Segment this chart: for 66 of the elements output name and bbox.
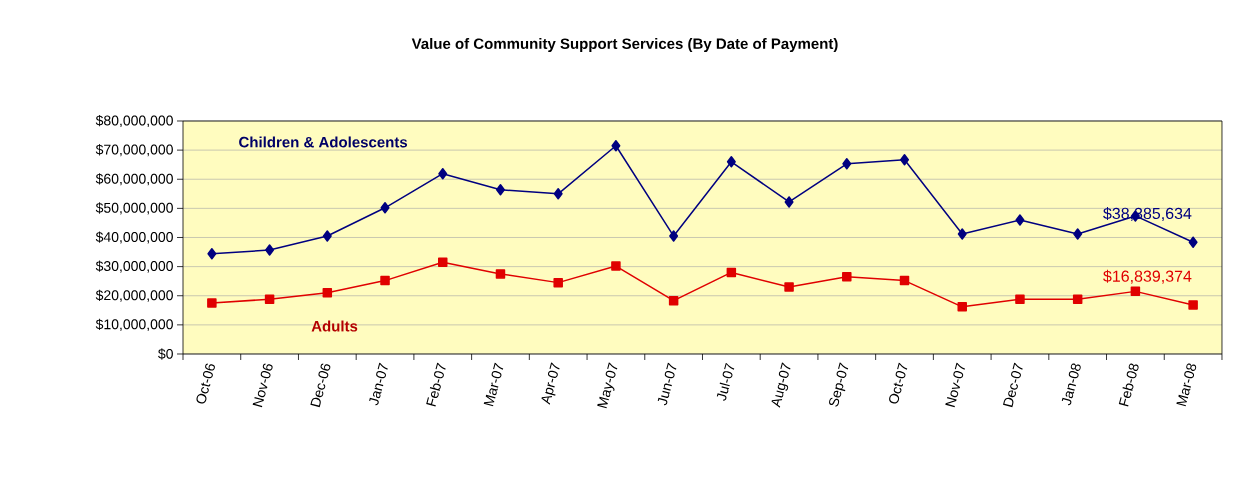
point xyxy=(207,298,217,308)
point xyxy=(611,261,621,271)
point xyxy=(265,244,275,256)
point xyxy=(784,282,794,292)
point xyxy=(1188,236,1198,248)
y-tick-label: $50,000,000 xyxy=(95,202,173,215)
chart-title: Value of Community Support Services (By Date of Payment) xyxy=(411,38,838,52)
x-tick-label: Jan-07 xyxy=(369,362,388,406)
point xyxy=(438,257,448,267)
x-tick-label: Oct-06 xyxy=(196,363,215,404)
x-tick-label: Mar-08 xyxy=(1176,363,1197,407)
point xyxy=(957,228,967,240)
point xyxy=(553,277,563,288)
x-tick-label: Aug-07 xyxy=(771,362,791,408)
point xyxy=(784,196,794,208)
x-tick-label: Apr-07 xyxy=(541,362,560,405)
x-tick-label: Feb-07 xyxy=(426,362,446,407)
x-tick-label: Jun-07 xyxy=(657,362,677,406)
point xyxy=(1072,294,1083,304)
x-tick-label: Oct-07 xyxy=(889,362,908,404)
point xyxy=(611,140,621,152)
point xyxy=(1188,300,1198,310)
y-tick-label: $0 xyxy=(158,348,173,360)
point xyxy=(1015,294,1025,304)
point xyxy=(380,202,390,214)
point xyxy=(899,275,910,286)
point xyxy=(1015,214,1025,226)
y-tick-label: $20,000,000 xyxy=(95,289,173,302)
y-tick-label: $40,000,000 xyxy=(95,231,173,244)
x-tick-label: Sep-07 xyxy=(829,362,849,407)
y-tick-label: $80,000,000 xyxy=(95,114,173,128)
point xyxy=(207,248,217,260)
x-tick-label: Nov-06 xyxy=(252,363,273,408)
point xyxy=(322,230,332,242)
text: Children & Adolescents xyxy=(239,136,408,148)
y-tick-label: $10,000,000 xyxy=(95,318,173,331)
point xyxy=(438,167,448,180)
point xyxy=(668,295,679,306)
x-tick-label: May-07 xyxy=(597,362,618,409)
y-tick-label: $60,000,000 xyxy=(95,173,173,186)
x-tick-label: Feb-08 xyxy=(1118,363,1139,407)
y-tick-label: $70,000,000 xyxy=(95,144,173,157)
point xyxy=(957,302,967,312)
y-tick-label: $30,000,000 xyxy=(95,260,173,273)
point xyxy=(1073,228,1083,240)
x-tick-label: Nov-07 xyxy=(945,362,965,408)
point xyxy=(669,230,679,242)
x-tick-label: Jan-08 xyxy=(1061,363,1081,406)
x-tick-label: Jul-07 xyxy=(716,362,735,401)
point xyxy=(264,294,275,304)
point xyxy=(553,188,563,200)
x-tick-label: Mar-07 xyxy=(483,362,504,407)
point xyxy=(842,158,852,170)
point xyxy=(726,156,736,168)
point xyxy=(726,267,737,278)
x-tick-label: Dec-06 xyxy=(310,363,331,408)
point xyxy=(380,275,390,286)
x-tick-label: Dec-07 xyxy=(1003,362,1023,408)
point xyxy=(495,183,505,196)
point xyxy=(900,153,910,166)
data-label: $16,839,374 xyxy=(1103,269,1192,284)
point xyxy=(1130,286,1141,297)
series-label: Adults xyxy=(311,320,358,332)
point xyxy=(495,269,506,279)
point xyxy=(842,272,852,282)
point xyxy=(322,288,333,298)
